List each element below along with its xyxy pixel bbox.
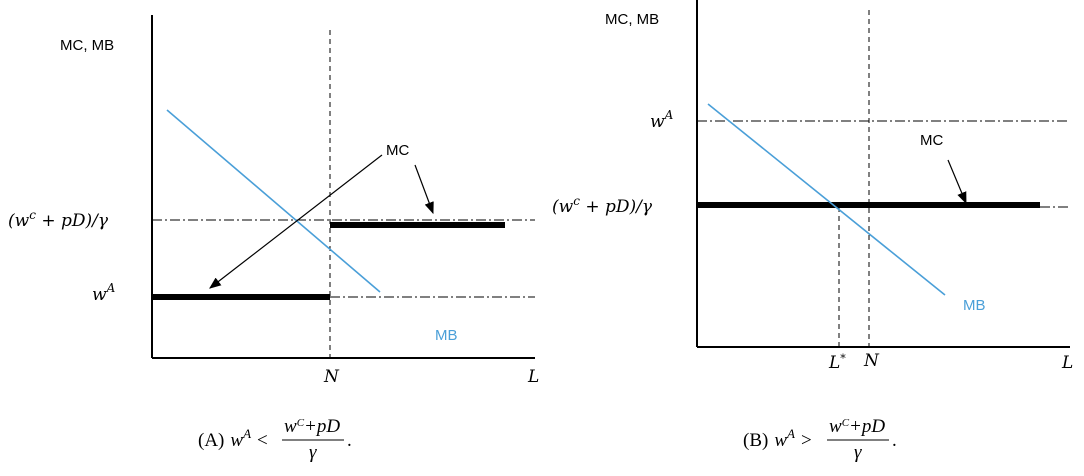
mb-label: MB xyxy=(963,297,986,314)
caption-denominator: γ xyxy=(854,442,862,463)
mc-arrow xyxy=(209,154,383,289)
wc-label: (wc + pD)/γ xyxy=(8,208,109,231)
mb-line xyxy=(166,109,381,293)
n-label: N xyxy=(323,367,340,387)
mc-label: MC xyxy=(920,132,943,149)
panel-b: MC, MB MC MB wA (wc + pD)/γ L* N L (B) wA… xyxy=(552,0,1073,463)
mb-label: MB xyxy=(435,327,458,344)
mc-arrow xyxy=(414,164,434,215)
caption-numerator: wC+pD xyxy=(284,416,340,437)
caption: (B) wA > xyxy=(743,426,812,451)
caption: (A) wA < xyxy=(198,426,268,451)
caption-denominator: γ xyxy=(309,442,317,463)
n-label: N xyxy=(863,351,880,371)
y-axis-label: MC, MB xyxy=(605,11,659,28)
mb-line xyxy=(707,103,946,296)
panel-a: MC, MB MC MB (wc + pD)/γ wA N L (A) wA < w… xyxy=(8,15,539,463)
l-label: L xyxy=(1061,353,1073,373)
wa-label: wA xyxy=(650,108,674,132)
l-label: L xyxy=(527,367,539,387)
caption-end: . xyxy=(347,430,352,451)
caption-end: . xyxy=(892,430,897,451)
wa-label: wA xyxy=(92,281,116,305)
caption-numerator: wC+pD xyxy=(829,416,885,437)
mc-label: MC xyxy=(386,142,409,159)
lstar-label: L* xyxy=(828,352,846,373)
y-axis-label: MC, MB xyxy=(60,37,114,54)
wc-label: (wc + pD)/γ xyxy=(552,194,653,217)
mc-arrow xyxy=(947,159,967,205)
